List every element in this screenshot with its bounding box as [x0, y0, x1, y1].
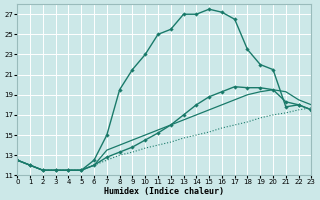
X-axis label: Humidex (Indice chaleur): Humidex (Indice chaleur) [104, 187, 224, 196]
